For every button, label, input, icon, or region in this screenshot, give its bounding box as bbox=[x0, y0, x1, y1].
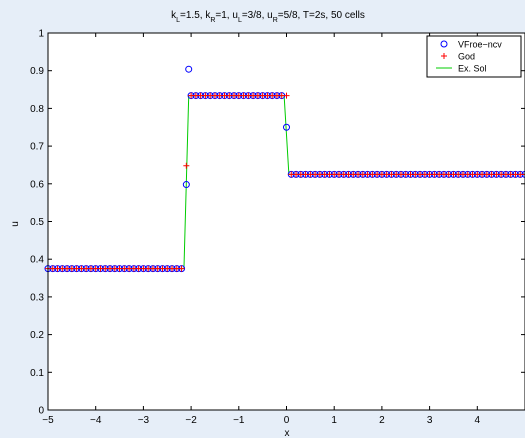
x-tick-label: −5 bbox=[42, 415, 54, 426]
x-tick-label: 0 bbox=[284, 415, 290, 426]
y-tick-label: 0.6 bbox=[30, 179, 44, 190]
y-tick-label: 0 bbox=[38, 406, 44, 417]
y-tick-label: 0.7 bbox=[30, 142, 44, 153]
axes-layer: −5 −4 −3 −2 −1 0 1 2 3 4 0 0.1 0.2 0.3 0.4 0.5 0.6 0.7 0.8… bbox=[30, 29, 525, 426]
y-tick-label: 0.1 bbox=[30, 368, 44, 379]
x-tick-label: 3 bbox=[427, 415, 433, 426]
plot-area bbox=[48, 33, 525, 410]
y-tick-label: 0.9 bbox=[30, 66, 44, 77]
god-point bbox=[283, 92, 290, 99]
legend: VFroe−ncv God Ex. Sol bbox=[426, 35, 522, 78]
x-tick-label: −4 bbox=[90, 415, 102, 426]
title-part: =1, u bbox=[215, 10, 238, 21]
vfroe-point bbox=[283, 123, 290, 131]
title-part: R bbox=[273, 17, 278, 24]
title-part: R bbox=[210, 17, 215, 24]
god-point bbox=[178, 265, 185, 272]
y-tick-label: 0.4 bbox=[30, 255, 44, 266]
title-part: =3/8, u bbox=[242, 10, 273, 21]
x-tick-label: 4 bbox=[475, 415, 481, 426]
legend-label: God bbox=[458, 52, 475, 62]
god-point bbox=[522, 171, 525, 178]
y-tick-label: 0.8 bbox=[30, 104, 44, 115]
legend-label: VFroe−ncv bbox=[458, 40, 502, 50]
x-tick-label: −3 bbox=[138, 415, 150, 426]
y-tick-label: 0.2 bbox=[30, 330, 44, 341]
chart-title: kL=1.5, kR=1, uL=3/8, uR=5/8, T=2s, 50 c… bbox=[171, 10, 365, 24]
y-tick-label: 0.5 bbox=[30, 217, 44, 228]
series-god bbox=[45, 92, 525, 272]
legend-swatch bbox=[441, 53, 447, 59]
vfroe-point bbox=[185, 65, 193, 73]
x-tick-label: −1 bbox=[233, 415, 245, 426]
legend-label: Ex. Sol bbox=[458, 64, 487, 74]
title-part: L bbox=[176, 17, 180, 24]
title-part: =5/8, T=2s, 50 cells bbox=[278, 10, 365, 21]
legend-swatch bbox=[440, 40, 448, 48]
series-layer bbox=[44, 65, 525, 273]
x-tick-label: −2 bbox=[185, 415, 197, 426]
title-part: k bbox=[171, 10, 177, 21]
god-point bbox=[183, 162, 190, 169]
x-tick-label: 2 bbox=[379, 415, 385, 426]
x-tick-label: 1 bbox=[331, 415, 337, 426]
x-axis-label: x bbox=[285, 428, 290, 438]
y-axis-label: u bbox=[10, 221, 21, 227]
vfroe-point bbox=[182, 181, 190, 189]
title-part: =1.5, k bbox=[180, 10, 211, 21]
y-tick-label: 0.3 bbox=[30, 292, 44, 303]
y-tick-label: 1 bbox=[38, 29, 44, 40]
title-part: L bbox=[238, 17, 242, 24]
